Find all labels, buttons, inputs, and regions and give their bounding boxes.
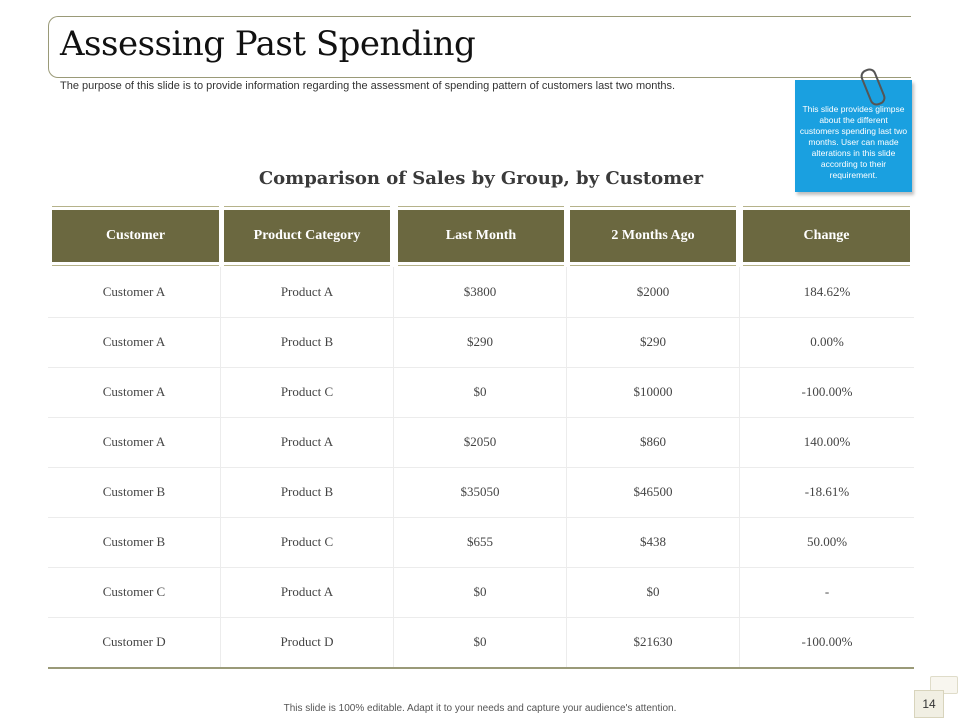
table-cell-change: -100.00% [801, 634, 853, 649]
table-cell-customer: Customer A [48, 317, 221, 367]
table-cell-two-months-ago: $438 [567, 517, 740, 567]
table-cell-two-months-ago: $46500 [567, 467, 740, 517]
table-row: Customer A Product A $3800 $2000 184.62% [48, 267, 914, 318]
table-row: Customer C Product A $0 $0- [48, 567, 914, 618]
column-header-last-month: Last Month [398, 206, 564, 266]
table-cell-change: 140.00% [803, 434, 851, 449]
table-cell-change: -100.00% [801, 384, 853, 399]
table-cell-change: -18.61% [804, 484, 850, 499]
table-row: Customer D Product D $0 $21630 -100.00% [48, 617, 914, 669]
sticky-note: This slide provides glimpse about the di… [795, 66, 912, 195]
table-cell-product-category: Product A [221, 267, 394, 317]
title-frame [48, 16, 911, 78]
table-cell-customer: Customer A [48, 367, 221, 417]
table-cell-change: 50.00% [806, 534, 848, 549]
table-cell-two-months-ago: $290 [567, 317, 740, 367]
table-cell-last-month: $3800 [394, 267, 567, 317]
table-cell-change: 184.62% [803, 284, 851, 299]
column-header-two-months-ago: 2 Months Ago [570, 206, 736, 266]
table-row: Customer A Product B $290 $290 0.00% [48, 317, 914, 368]
sticky-note-text: This slide provides glimpse about the di… [795, 80, 912, 192]
table-cell-two-months-ago: $10000 [567, 367, 740, 417]
table-cell-last-month: $35050 [394, 467, 567, 517]
table-cell-last-month: $2050 [394, 417, 567, 467]
footer-text: This slide is 100% editable. Adapt it to… [283, 703, 677, 714]
table-cell-two-months-ago: $860 [567, 417, 740, 467]
table-cell-last-month: $290 [394, 317, 567, 367]
table-cell-customer: Customer B [48, 517, 221, 567]
table-cell-product-category: Product C [221, 367, 394, 417]
table-cell-change: 0.00% [810, 334, 844, 349]
table-cell-product-category: Product D [221, 617, 394, 667]
table-row: Customer A Product C $0 $10000 -100.00% [48, 367, 914, 418]
table-cell-last-month: $0 [394, 367, 567, 417]
column-header-product-category: Product Category [224, 206, 390, 266]
table-cell-product-category: Product B [221, 317, 394, 367]
table-cell-last-month: $0 [394, 567, 567, 617]
table-row: Customer A Product A $2050 $860 140.00% [48, 417, 914, 468]
page-subtitle: The purpose of this slide is to provide … [60, 80, 676, 92]
table-cell-two-months-ago: $2000 [567, 267, 740, 317]
table-cell-customer: Customer C [48, 567, 221, 617]
table-title: Comparison of Sales by Group, by Custome… [258, 168, 704, 189]
table-cell-customer: Customer D [48, 617, 221, 667]
slide-logo-icon [930, 676, 958, 694]
column-header-change: Change [743, 206, 910, 266]
table-cell-product-category: Product A [221, 567, 394, 617]
table-cell-product-category: Product B [221, 467, 394, 517]
table-cell-two-months-ago: $0 [567, 567, 740, 617]
table-cell-last-month: $0 [394, 617, 567, 667]
table-cell-change: - [824, 584, 830, 599]
table-cell-two-months-ago: $21630 [567, 617, 740, 667]
page-title: Assessing Past Spending [60, 24, 476, 64]
page-number: 14 [914, 690, 944, 718]
table-cell-product-category: Product A [221, 417, 394, 467]
table-cell-last-month: $655 [394, 517, 567, 567]
table-cell-customer: Customer B [48, 467, 221, 517]
table-cell-customer: Customer A [48, 267, 221, 317]
table-cell-product-category: Product C [221, 517, 394, 567]
table-cell-customer: Customer A [48, 417, 221, 467]
column-header-customer: Customer [52, 206, 219, 266]
table-row: Customer B Product B $35050 $46500 -18.61% [48, 467, 914, 518]
table-row: Customer B Product C $655 $438 50.00% [48, 517, 914, 568]
